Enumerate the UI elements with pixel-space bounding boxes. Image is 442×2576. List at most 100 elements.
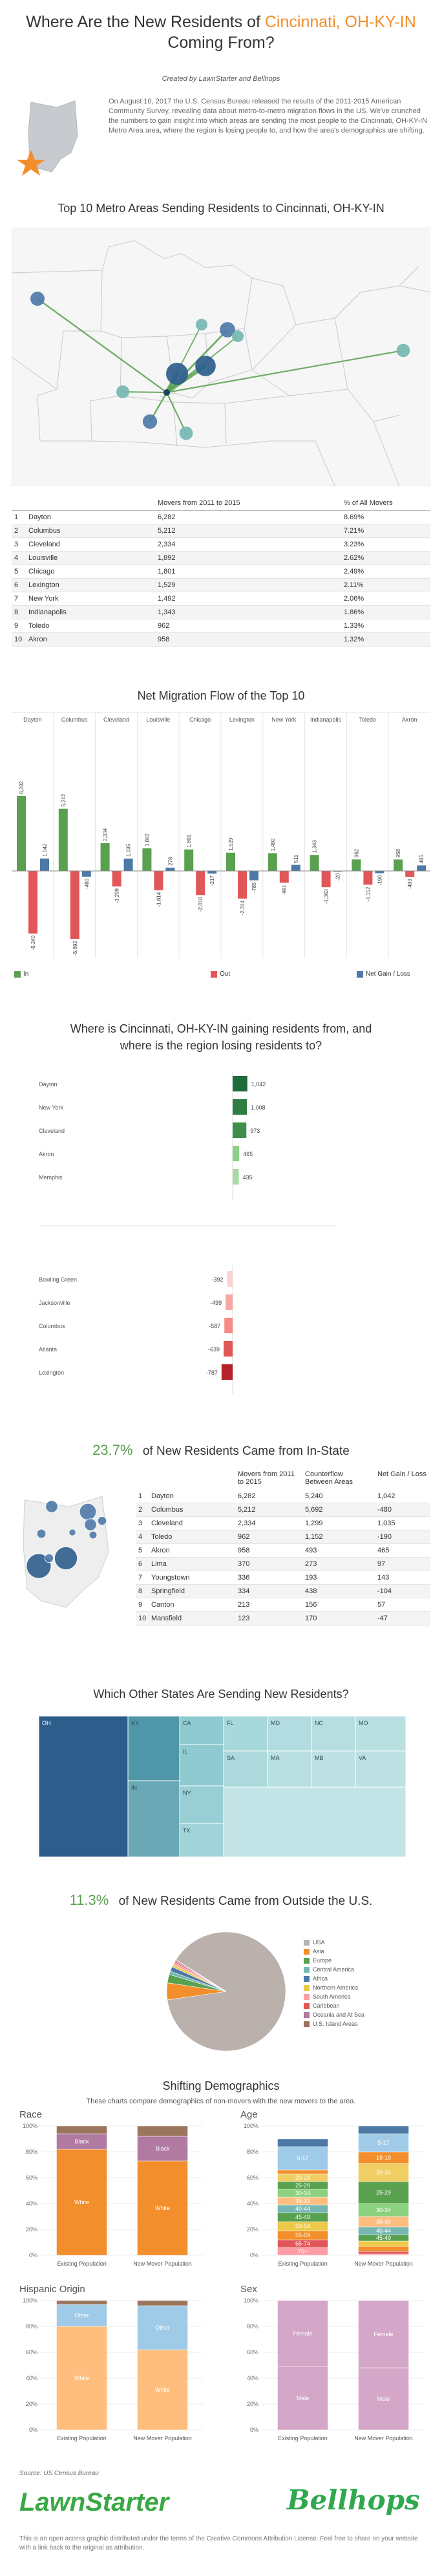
legend-label: Asia <box>313 1948 324 1955</box>
cell-net: 1,042 <box>377 1492 395 1500</box>
table-row: 9 Toledo 962 1.33% <box>12 619 430 633</box>
legend-item: Central America <box>304 1966 426 1975</box>
netflow-bar-in <box>17 796 26 871</box>
x-category-label: New Mover Population <box>354 2260 413 2267</box>
cell-name: Chicago <box>28 568 55 575</box>
segment-white <box>137 2349 188 2431</box>
loser-value-label: -587 <box>209 1323 220 1329</box>
flow-lines-layer <box>30 292 410 440</box>
instate-circle-springfield <box>44 1553 54 1563</box>
y-tick-label: 40% <box>247 2375 258 2381</box>
legend-swatch <box>304 1940 310 1946</box>
netflow-category-label: Akron <box>402 716 417 723</box>
instate-col-net: Net Gain / Loss <box>377 1470 426 1478</box>
cell-rank: 1 <box>14 513 19 521</box>
treemap-cell-label: CA <box>183 1720 191 1726</box>
netflow-value-label: 1,042 <box>42 843 48 857</box>
table-row: 5 Akron 958 493 465 <box>136 1544 430 1558</box>
table-row: 8 Springfield 334 438 -104 <box>136 1585 430 1598</box>
gainers-category-label: Jacksonville <box>39 1300 70 1306</box>
cell-net: 57 <box>377 1601 386 1609</box>
treemap-cell-tx <box>179 1823 224 1857</box>
y-tick-label: 40% <box>26 2200 37 2207</box>
cell-rank: 9 <box>138 1601 143 1609</box>
y-tick-label: 100% <box>244 2123 258 2129</box>
x-category-label: Existing Population <box>278 2260 328 2267</box>
netflow-bar-out <box>363 871 373 885</box>
segment-label: 18-19 <box>376 2154 391 2161</box>
cell-rank: 8 <box>138 1587 143 1595</box>
netflow-category-label: Louisville <box>146 716 170 723</box>
age-chart: 100% 80% 60% 40% 20% 0% 75+65-74 55-59 50-54 45-4… <box>244 2123 424 2267</box>
legend-swatch <box>304 1958 310 1964</box>
cell-movers: 962 <box>238 1533 250 1541</box>
cell-counter: 5,692 <box>305 1506 323 1514</box>
netflow-value-label: 1,035 <box>126 843 132 857</box>
netflow-value-label: -493 <box>407 879 413 890</box>
gainer-value-label: 435 <box>242 1174 252 1181</box>
segment-label: 25-29 <box>376 2189 391 2196</box>
state-treemap: OHKYINCAILNYTXFLTNSAPAMDNCMOMAMBVA <box>39 1716 406 1857</box>
segment-white <box>56 2149 107 2256</box>
instate-circle-lima <box>36 1529 47 1539</box>
treemap-cell-label: MO <box>359 1720 368 1726</box>
segment-label: 25-29 <box>295 2182 310 2189</box>
netflow-value-label: 1,529 <box>228 837 234 851</box>
segment-5-17 <box>358 2133 409 2152</box>
table-row: 1 Dayton 6,282 5,240 1,042 <box>136 1490 430 1503</box>
netflow-bar-net <box>291 864 300 871</box>
cell-rank: 6 <box>14 581 19 589</box>
cell-pct: 2.11% <box>344 581 364 589</box>
instate-col-movers: Movers from 2011 to 2015 <box>238 1470 295 1486</box>
gainers-title-line2: where is the region losing residents to? <box>120 1039 322 1052</box>
netflow-value-label: -217 <box>209 875 215 886</box>
segment-label: 55-59 <box>295 2232 310 2238</box>
license-note: This is an open access graphic distribut… <box>19 2535 418 2551</box>
netflow-value-label: 1,492 <box>270 838 276 852</box>
source-note: Source: US Census Bureau <box>19 2470 99 2477</box>
segment-label: Other <box>74 2312 89 2319</box>
gainer-bar-akron <box>233 1146 240 1161</box>
netflow-category-label: Cleveland <box>103 716 129 723</box>
segment-label: 35-39 <box>295 2198 310 2204</box>
netflow-bar-out <box>112 871 121 886</box>
treemap-cell-ny <box>179 1785 224 1824</box>
table-row: 1 Dayton 6,282 8.69% <box>12 511 430 524</box>
netflow-bar-out <box>279 871 289 883</box>
netflow-value-label: -1,299 <box>114 888 120 903</box>
hispanic-title: Hispanic Origin <box>19 2284 85 2295</box>
segment-label: 5-17 <box>377 2140 389 2146</box>
y-tick-label: 60% <box>247 2349 258 2356</box>
cell-name: Dayton <box>28 513 51 521</box>
netflow-bar-in <box>100 843 110 871</box>
cell-counter: 170 <box>305 1615 317 1622</box>
netflow-category-label: Lexington <box>229 716 255 723</box>
cell-rank: 10 <box>14 636 23 643</box>
cell-pct: 3.23% <box>344 541 364 548</box>
segment-male <box>358 2367 409 2431</box>
netflow-bar-out <box>70 871 79 939</box>
segment-other <box>56 2125 107 2134</box>
flow-line-chicago <box>37 298 167 393</box>
instate-circle-canton <box>89 1530 98 1540</box>
treemap-cell-label: OH <box>42 1720 51 1726</box>
cell-movers: 1,492 <box>158 595 176 603</box>
treemap-cell-sa <box>223 1750 268 1788</box>
loser-bar-bowling-green <box>227 1271 233 1287</box>
intro-text: On August 10, 2017 the U.S. Census Burea… <box>109 98 428 134</box>
legend-swatch <box>304 1967 310 1973</box>
hispanic-chart: 100% 80% 60% 40% 20% 0% White Other Existing Pop… <box>23 2297 203 2442</box>
netflow-value-label: 1,801 <box>186 834 192 848</box>
cell-counter: 438 <box>305 1587 317 1595</box>
netflow-category-label: Indianapolis <box>310 716 342 723</box>
instate-pct: 23.7% <box>92 1442 133 1458</box>
treemap-cell-label: NY <box>183 1790 191 1796</box>
loser-bar-columbus <box>224 1318 233 1333</box>
segment-25-29 <box>358 2181 409 2204</box>
outside-title: 11.3% of New Residents Came from Outside… <box>0 1892 442 1909</box>
netflow-bar-in <box>58 808 68 871</box>
cell-name: Cleveland <box>28 541 60 548</box>
table-row: 4 Toledo 962 1,152 -190 <box>136 1530 430 1544</box>
netflow-bar-net <box>40 858 49 871</box>
cell-counter: 5,240 <box>305 1492 323 1500</box>
